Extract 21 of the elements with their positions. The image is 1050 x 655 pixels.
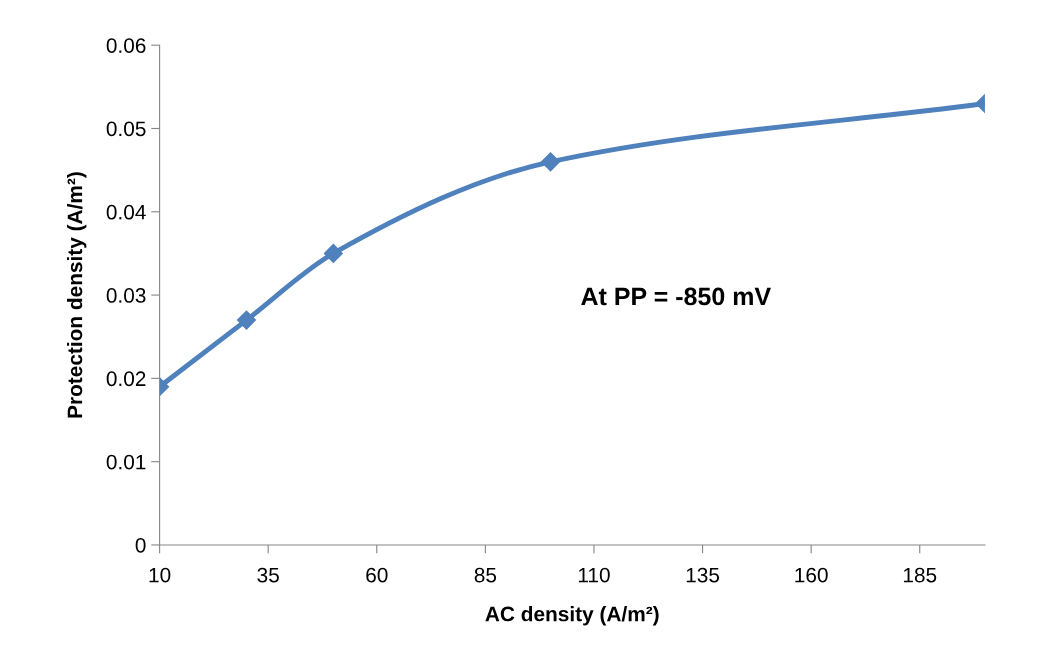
- annotation: At PP = -850 mV: [581, 287, 771, 306]
- y-tick-label: 0.03: [106, 288, 146, 303]
- point: [323, 243, 343, 263]
- x-axis-title: AC density (A/m²): [485, 606, 659, 626]
- x-tick-label: 110: [578, 567, 610, 583]
- x-tick-label: 135: [686, 567, 720, 583]
- y-tick-label: 0: [135, 537, 146, 553]
- x-tick-label: 10: [149, 567, 171, 583]
- x-tick-label: 160: [795, 567, 828, 583]
- y-tick-label: 0.01: [106, 454, 146, 470]
- x-tick-label: 35: [257, 567, 279, 583]
- x-tick-label: 185: [903, 567, 937, 583]
- y-tick-label: 0.04: [106, 204, 146, 220]
- y-tick-label: 0.06: [106, 38, 146, 53]
- point: [236, 310, 257, 330]
- x-tick-label: 60: [366, 567, 388, 583]
- y-axis-title: Protection density (A/m²): [67, 172, 87, 418]
- y-tick-label: 0.05: [106, 121, 146, 137]
- x-tick-label: 85: [474, 567, 497, 583]
- point: [540, 152, 561, 172]
- y-tick-label: 0.02: [106, 371, 146, 387]
